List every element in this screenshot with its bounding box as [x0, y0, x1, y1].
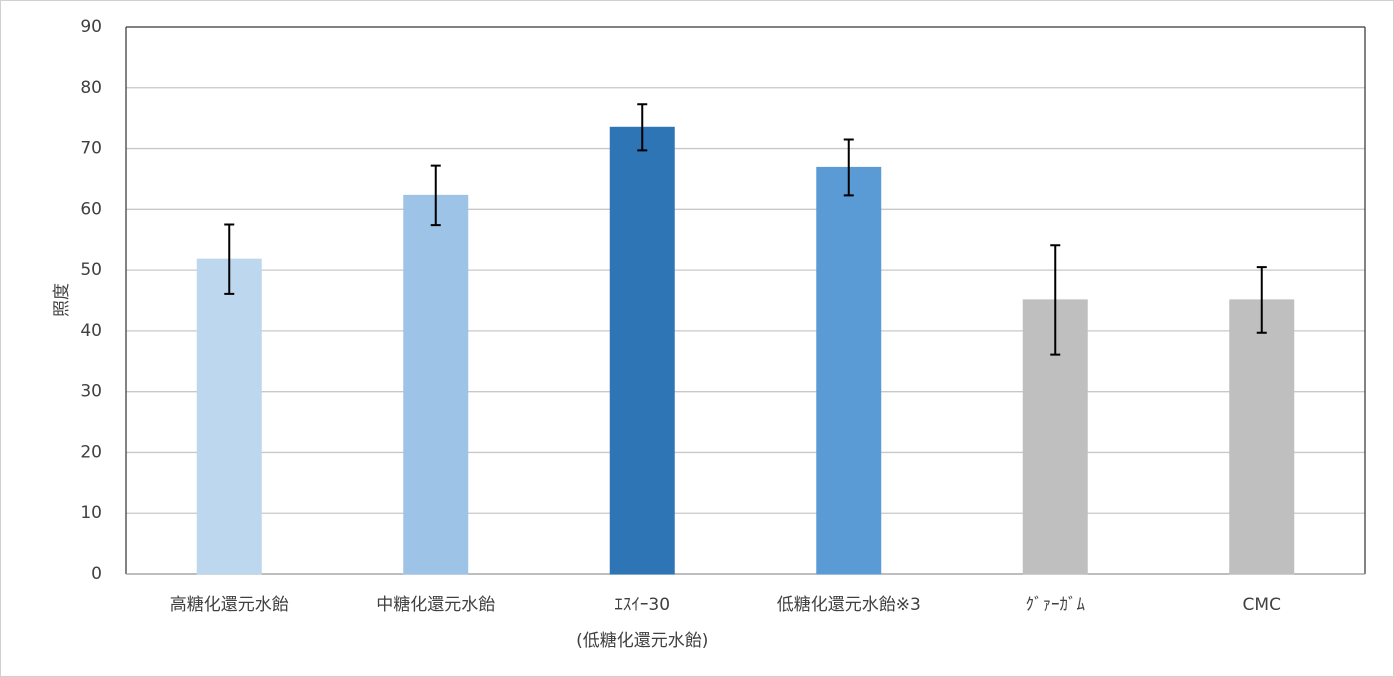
y-tick-label: 40 [80, 321, 102, 341]
y-tick-label: 20 [80, 442, 102, 462]
x-tick-label: ｸﾞｧｰｶﾞﾑ [1026, 595, 1086, 615]
error-bar [637, 103, 648, 152]
y-tick-label: 10 [80, 503, 102, 523]
error-bar [1050, 244, 1061, 356]
bar [1229, 299, 1295, 575]
y-tick-label: 80 [80, 78, 102, 98]
y-axis-label: 照度 [52, 283, 72, 317]
y-tick-label: 60 [80, 199, 102, 219]
bar [403, 194, 469, 575]
error-bar [224, 223, 235, 295]
bar [609, 126, 675, 575]
y-tick-label: 30 [80, 382, 102, 402]
x-tick-label: 中糖化還元水飴 [376, 595, 495, 615]
y-tick-label: 0 [91, 564, 102, 584]
y-tick-label: 50 [80, 260, 102, 280]
error-bar [1256, 266, 1267, 334]
x-tick-label: 低糖化還元水飴※3 [777, 595, 921, 615]
x-tick-label: CMC [1243, 595, 1281, 615]
bar [196, 258, 262, 575]
y-tick-label: 90 [80, 17, 102, 37]
x-tick-label: 高糖化還元水飴 [170, 595, 289, 615]
bar [816, 166, 882, 575]
x-tick-label: (低糖化還元水飴) [576, 631, 708, 651]
error-bar [843, 138, 854, 197]
error-bar [430, 164, 441, 227]
x-tick-label: ｴｽｲｰ30 [614, 595, 670, 615]
y-tick-label: 70 [80, 139, 102, 159]
